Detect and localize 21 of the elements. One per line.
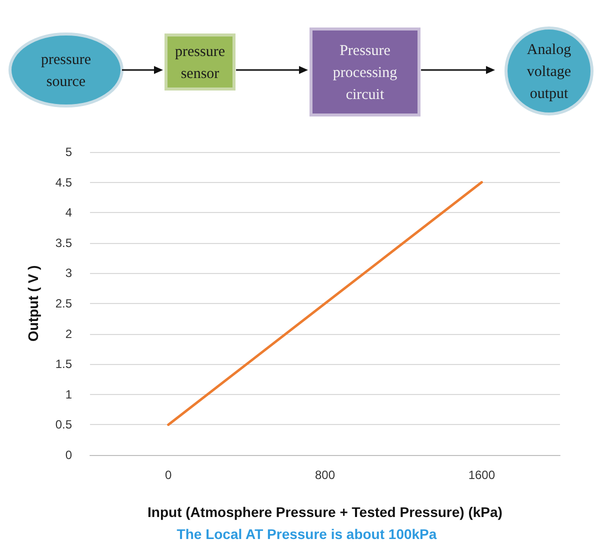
y-tick-label: 5 — [65, 145, 72, 159]
y-tick-label: 3 — [65, 266, 72, 280]
text: pressure source — [41, 52, 92, 90]
y-tick-label: 2.5 — [55, 296, 72, 310]
y-tick-label: 4 — [65, 206, 72, 220]
y-tick-label: 0.5 — [55, 418, 72, 432]
x-tick-label: 800 — [314, 468, 336, 482]
y-axis-title: Output ( V ) — [25, 265, 41, 342]
y-tick-label: 1.5 — [55, 357, 72, 372]
y-tick-label: 3.5 — [55, 236, 72, 250]
text: Pressure processing circuit — [332, 43, 398, 103]
y-tick-label: 0 — [65, 448, 72, 462]
text: Analog voltage output — [526, 42, 572, 102]
text: The Local AT Pressure is about 100kPa — [176, 526, 437, 542]
y-tick-label: 1 — [65, 387, 72, 402]
x-axis-title: Input (Atmosphere Pressure + Tested Pressure) (kPa) — [148, 504, 502, 520]
y-tick-label: 4.5 — [55, 175, 72, 190]
x-tick-label: 0 — [164, 468, 172, 482]
text: pressure sensor — [175, 44, 226, 82]
x-tick-label: 1600 — [468, 468, 496, 482]
y-tick-label: 2 — [65, 326, 72, 341]
